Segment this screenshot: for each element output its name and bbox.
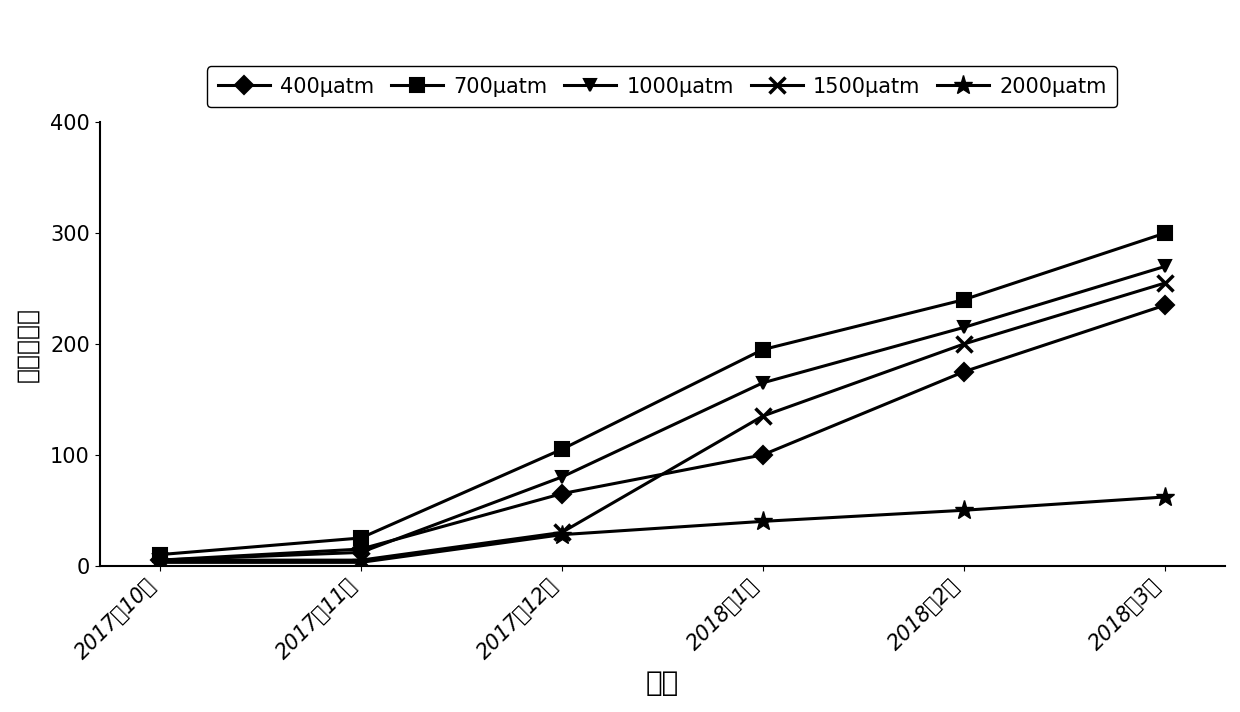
1500μatm: [956, 340, 971, 348]
700μatm: [153, 550, 167, 559]
700μatm: [353, 534, 368, 543]
1500μatm: [554, 528, 569, 537]
2000μatm: [353, 558, 368, 567]
Line: 1500μatm: 1500μatm: [153, 276, 1172, 567]
1000μatm: [1157, 262, 1172, 271]
2000μatm: [1157, 493, 1172, 501]
X-axis label: 时间: 时间: [646, 669, 680, 697]
1000μatm: [153, 556, 167, 565]
400μatm: [554, 489, 569, 498]
400μatm: [755, 451, 770, 459]
700μatm: [956, 295, 971, 304]
400μatm: [153, 556, 167, 565]
1500μatm: [755, 412, 770, 420]
700μatm: [755, 345, 770, 354]
Y-axis label: 鲜重（克）: 鲜重（克）: [15, 307, 38, 382]
700μatm: [554, 445, 569, 454]
Line: 1000μatm: 1000μatm: [154, 260, 1171, 567]
Line: 700μatm: 700μatm: [153, 226, 1172, 562]
Line: 400μatm: 400μatm: [154, 299, 1171, 567]
1000μatm: [353, 548, 368, 557]
Line: 2000μatm: 2000μatm: [150, 487, 1174, 572]
1500μatm: [1157, 279, 1172, 288]
400μatm: [956, 367, 971, 376]
2000μatm: [153, 558, 167, 567]
1000μatm: [554, 473, 569, 481]
1000μatm: [956, 323, 971, 332]
1500μatm: [353, 556, 368, 565]
Legend: 400μatm, 700μatm, 1000μatm, 1500μatm, 2000μatm: 400μatm, 700μatm, 1000μatm, 1500μatm, 20…: [207, 66, 1117, 108]
1000μatm: [755, 379, 770, 387]
700μatm: [1157, 229, 1172, 238]
2000μatm: [554, 530, 569, 539]
1500μatm: [153, 556, 167, 565]
2000μatm: [956, 506, 971, 515]
2000μatm: [755, 517, 770, 525]
400μatm: [1157, 301, 1172, 310]
400μatm: [353, 545, 368, 553]
